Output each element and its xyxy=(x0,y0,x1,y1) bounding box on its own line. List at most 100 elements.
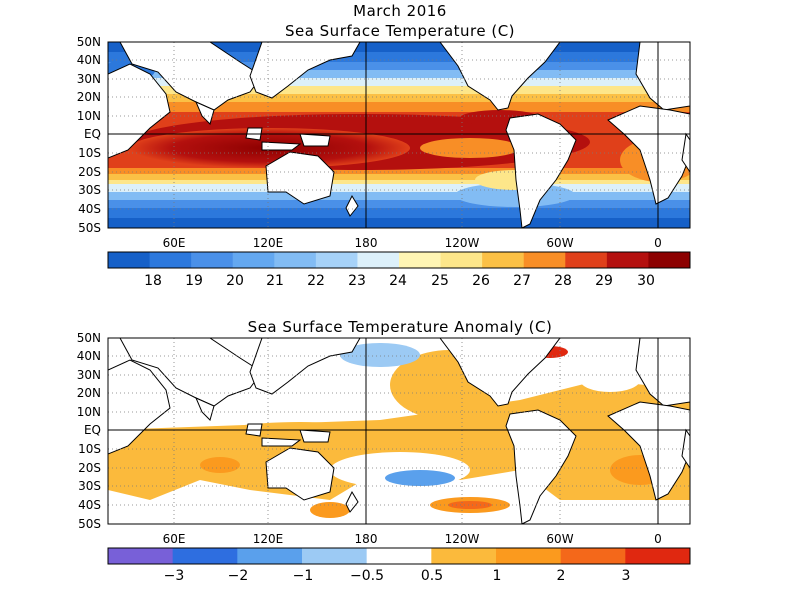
sst-reference-lines xyxy=(108,42,690,228)
sst-lat-label: 40S xyxy=(78,202,101,216)
sst-colorbar-label: 20 xyxy=(226,273,244,289)
sst-lon-label: 120W xyxy=(445,236,480,250)
anomaly-lat-label: 50S xyxy=(78,517,101,531)
anomaly-colorbar-swatch xyxy=(560,548,626,564)
sst-colorbar-swatch xyxy=(108,252,151,268)
anomaly-colorbar-label: 0.5 xyxy=(421,568,443,584)
anomaly-colorbar-swatch xyxy=(431,548,497,564)
sst-colorbar-swatch xyxy=(191,252,234,268)
sst-colorbar-label: 23 xyxy=(348,273,366,289)
sst-gridlines xyxy=(108,42,690,228)
anomaly-colorbar-swatch xyxy=(108,548,174,564)
sst-lat-label: 20N xyxy=(77,90,101,104)
sst-lon-label: 60E xyxy=(163,236,186,250)
anomaly-lon-label: 120E xyxy=(253,532,284,546)
sst-colorbar-label: 29 xyxy=(595,273,613,289)
anomaly-lat-label: EQ xyxy=(84,423,101,437)
sst-colorbar-swatch xyxy=(440,252,483,268)
sst-colorbar-label: 18 xyxy=(144,273,162,289)
anomaly-lat-label: 50N xyxy=(77,331,101,345)
sst-lon-label: 180 xyxy=(355,236,378,250)
anomaly-lat-label: 40N xyxy=(77,349,101,363)
sst-colorbar-labels: 18 19 20 21 22 23 24 25 26 27 28 29 30 xyxy=(144,273,655,289)
anomaly-lon-label: 180 xyxy=(355,532,378,546)
sst-lat-label: 50N xyxy=(77,35,101,49)
anomaly-colorbar-label: −3 xyxy=(164,568,185,584)
sst-lon-labels: 60E 120E 180 120W 60W 0 xyxy=(163,236,662,250)
anomaly-colorbar-label: −1 xyxy=(293,568,314,584)
anomaly-gridlines xyxy=(108,338,690,524)
anomaly-colorbar-label: −2 xyxy=(228,568,249,584)
anomaly-lon-label: 60W xyxy=(546,532,573,546)
sst-colorbar-label: 25 xyxy=(431,273,449,289)
sst-colorbar-swatch xyxy=(565,252,608,268)
anomaly-colorbar-swatch xyxy=(496,548,562,564)
anomaly-lat-label: 30N xyxy=(77,368,101,382)
sst-colorbar-swatch xyxy=(482,252,525,268)
sst-colorbar xyxy=(107,251,691,269)
anomaly-colorbar-label: −0.5 xyxy=(350,568,384,584)
sst-lat-label: 10N xyxy=(77,109,101,123)
sst-colorbar-swatch xyxy=(357,252,400,268)
sst-lon-label: 120E xyxy=(253,236,284,250)
anomaly-lat-labels: 50N 40N 30N 20N 10N EQ 10S 20S 30S 40S 5… xyxy=(77,331,101,531)
sst-lat-label: 50S xyxy=(78,221,101,235)
sst-colorbar-label: 22 xyxy=(307,273,325,289)
anomaly-lat-label: 20N xyxy=(77,386,101,400)
anomaly-lon-labels: 60E 120E 180 120W 60W 0 xyxy=(163,532,662,546)
anomaly-lon-label: 0 xyxy=(654,532,662,546)
sst-colorbar-swatch xyxy=(274,252,317,268)
anomaly-field xyxy=(108,338,690,524)
anomaly-colorbar-label: 2 xyxy=(557,568,566,584)
sst-lat-label: 10S xyxy=(78,146,101,160)
anomaly-lat-label: 20S xyxy=(78,461,101,475)
sst-lat-label: 20S xyxy=(78,165,101,179)
sst-map-title: Sea Surface Temperature (C) xyxy=(285,22,515,40)
sst-colorbar-swatch xyxy=(648,252,691,268)
sst-colorbar-label: 21 xyxy=(266,273,284,289)
anomaly-colorbar-label: 3 xyxy=(622,568,631,584)
sst-colorbar-swatch xyxy=(399,252,442,268)
sst-lat-label: 30N xyxy=(77,72,101,86)
sst-colorbar-label: 24 xyxy=(389,273,407,289)
anomaly-reference-lines xyxy=(108,338,690,524)
sst-field xyxy=(108,42,690,228)
sst-colorbar-label: 27 xyxy=(513,273,531,289)
anomaly-colorbar-frame xyxy=(107,547,691,565)
sst-colorbar-swatch xyxy=(606,252,649,268)
sst-colorbar-swatch xyxy=(315,252,358,268)
anomaly-colorbar-swatch xyxy=(366,548,432,564)
sst-lon-label: 0 xyxy=(654,236,662,250)
sst-lat-labels: 50N 40N 30N 20N 10N EQ 10S 20S 30S 40S 5… xyxy=(77,35,101,235)
sst-colorbar-label: 30 xyxy=(637,273,655,289)
sst-lat-label: 30S xyxy=(78,183,101,197)
anomaly-colorbar-swatch xyxy=(625,548,691,564)
anomaly-colorbar-swatch xyxy=(237,548,303,564)
sst-colorbar-swatch xyxy=(149,252,192,268)
sst-lat-label: EQ xyxy=(84,127,101,141)
sst-colorbar-swatch xyxy=(232,252,275,268)
anomaly-lon-label: 120W xyxy=(445,532,480,546)
sst-colorbar-label: 28 xyxy=(554,273,572,289)
sst-colorbar-frame xyxy=(107,251,691,269)
anomaly-colorbar xyxy=(107,547,691,565)
anomaly-colorbar-swatch xyxy=(302,548,368,564)
anomaly-lat-label: 40S xyxy=(78,498,101,512)
anomaly-lat-label: 10N xyxy=(77,405,101,419)
sst-lat-label: 40N xyxy=(77,53,101,67)
anomaly-colorbar-swatch xyxy=(172,548,238,564)
anomaly-colorbar-labels: −3 −2 −1 −0.5 0.5 1 2 3 xyxy=(164,568,631,584)
sst-lon-label: 60W xyxy=(546,236,573,250)
anomaly-map-frame xyxy=(107,337,691,525)
sst-colorbar-label: 26 xyxy=(472,273,490,289)
anomaly-lon-label: 60E xyxy=(163,532,186,546)
anomaly-colorbar-label: 1 xyxy=(493,568,502,584)
anomaly-lat-label: 10S xyxy=(78,442,101,456)
anomaly-map-title: Sea Surface Temperature Anomaly (C) xyxy=(248,318,553,336)
figure-title: March 2016 xyxy=(353,2,447,20)
sst-colorbar-swatch xyxy=(523,252,566,268)
sst-colorbar-label: 19 xyxy=(185,273,203,289)
sst-land xyxy=(108,42,690,228)
sst-map-frame xyxy=(107,41,691,229)
